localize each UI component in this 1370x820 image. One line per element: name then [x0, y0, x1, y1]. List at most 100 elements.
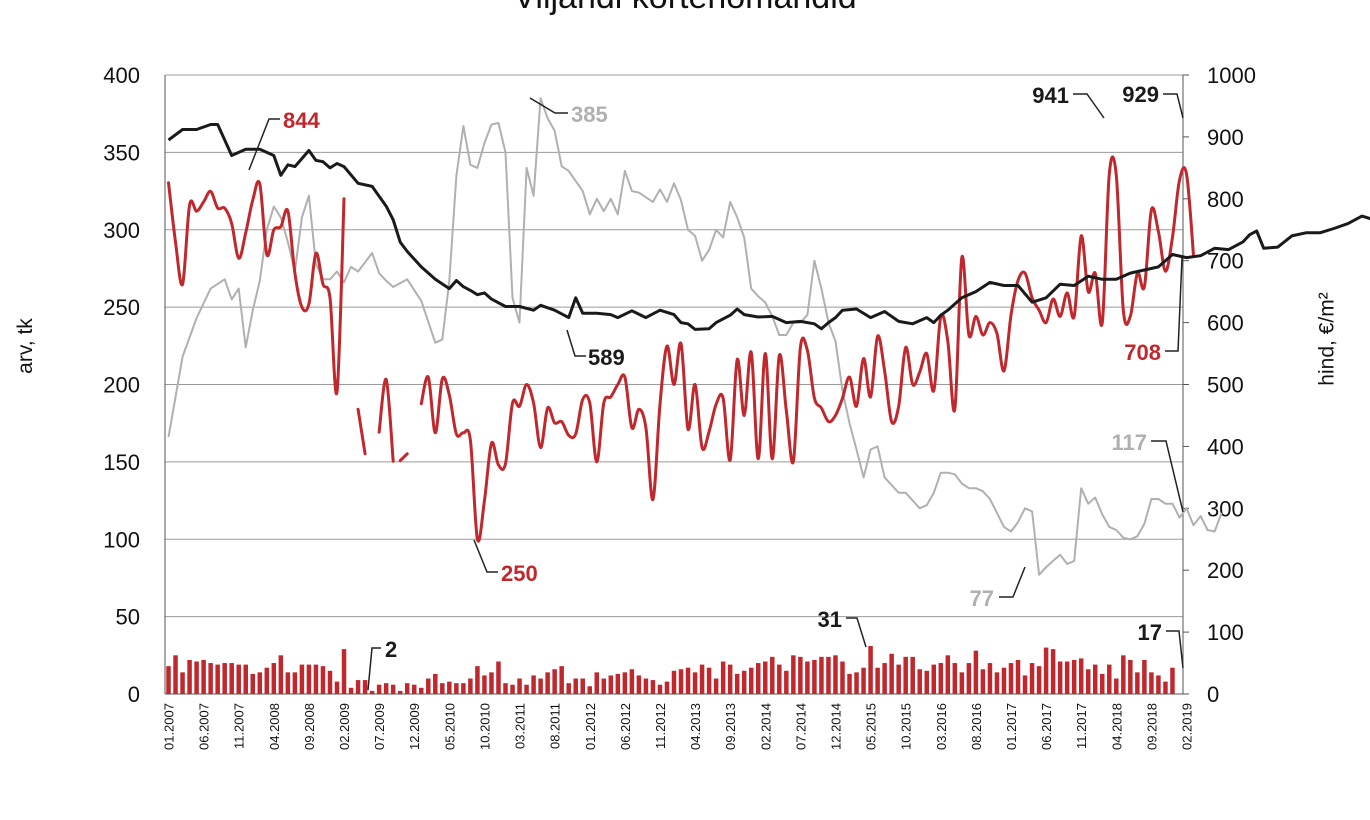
bar-transactions [720, 661, 726, 694]
bar-transactions [833, 655, 838, 694]
callout-label: 941 [1032, 83, 1069, 108]
right-tick-label: 300 [1207, 496, 1244, 521]
bar-transactions [657, 684, 663, 694]
bar-transactions [910, 656, 915, 694]
right-tick-label: 0 [1207, 682, 1219, 707]
bar-transactions [433, 673, 438, 694]
right-tick-label: 100 [1207, 620, 1244, 645]
bar-transactions [404, 683, 410, 694]
bar-transactions [601, 678, 607, 694]
bar-transactions [552, 669, 557, 694]
bar-transactions [699, 664, 705, 694]
bar-transactions [243, 664, 248, 694]
line-average-price [167, 123, 1370, 331]
x-tick-label: 08.2016 [969, 703, 984, 750]
callout-label: 250 [501, 561, 538, 586]
callout-label: 2 [385, 637, 397, 662]
bar-transactions [397, 690, 403, 694]
x-tick-label: 07.2014 [793, 703, 808, 750]
x-tick-label: 11.2012 [653, 703, 668, 749]
left-tick-label: 300 [103, 218, 140, 243]
callout-leader [566, 329, 586, 357]
bar-transactions [348, 687, 354, 694]
chart-title: Viljandi korteriomandid [0, 0, 1370, 17]
bar-transactions [973, 650, 979, 694]
line-transaction-price [398, 452, 409, 463]
bar-transactions [734, 673, 740, 694]
callout-label: 31 [818, 607, 842, 632]
bar-transactions [447, 681, 452, 694]
bar-transactions [868, 646, 873, 694]
callout-label: 844 [283, 108, 320, 133]
left-tick-label: 100 [103, 527, 140, 552]
bar-transactions [187, 659, 192, 694]
bar-transactions [250, 673, 256, 694]
bar-transactions [608, 675, 614, 694]
bar-transactions [411, 684, 417, 694]
bar-transactions [847, 673, 852, 694]
callout-label: 589 [588, 345, 625, 370]
x-tick-label: 09.2013 [723, 703, 738, 750]
bar-transactions [566, 683, 571, 694]
left-tick-label: 150 [103, 450, 140, 475]
bar-transactions [173, 655, 178, 694]
right-tick-label: 400 [1207, 434, 1244, 459]
bar-transactions [777, 664, 782, 694]
bar-transactions [770, 656, 775, 694]
right-tick-label: 800 [1207, 187, 1244, 212]
bar-transactions [1100, 673, 1105, 694]
bar-transactions [1071, 659, 1077, 694]
x-tick-label: 01.2012 [583, 703, 598, 750]
bar-transactions [461, 683, 466, 694]
callout-label: 117 [1112, 430, 1148, 455]
callout-leader [1165, 257, 1183, 352]
x-tick-label: 04.2008 [267, 703, 282, 750]
bar-transactions [594, 672, 600, 694]
callout-leader [248, 118, 280, 171]
bar-transactions [236, 664, 241, 694]
bar-transactions [727, 664, 733, 694]
x-tick-label: 11.2007 [232, 703, 247, 749]
bar-transactions [1135, 672, 1140, 694]
x-tick-label: 08.2011 [548, 703, 563, 749]
bar-transactions [1078, 658, 1084, 694]
bar-transactions [1170, 667, 1175, 694]
bar-transactions [482, 675, 487, 694]
bar-transactions [931, 664, 937, 694]
bar-transactions [791, 655, 796, 694]
bar-transactions [201, 659, 206, 694]
bar-transactions [524, 684, 529, 694]
x-tick-label: 10.2015 [899, 703, 914, 750]
right-tick-label: 200 [1207, 558, 1244, 583]
bar-transactions [622, 672, 628, 694]
callout-leader [473, 539, 498, 573]
line-transaction-price [167, 179, 346, 396]
line-active-offers [167, 97, 1223, 576]
bar-transactions [419, 687, 424, 694]
x-tick-label: 04.2018 [1109, 703, 1124, 750]
bar-transactions [559, 666, 564, 694]
bar-transactions [369, 690, 375, 694]
bar-transactions [1107, 664, 1112, 694]
x-tick-label: 03.2011 [513, 703, 528, 749]
bar-transactions [1001, 667, 1007, 694]
callout-leader [529, 97, 568, 114]
bar-transactions [1036, 666, 1042, 694]
left-tick-label: 50 [116, 605, 140, 630]
bar-transactions [510, 684, 515, 694]
line-transaction-price [419, 155, 1195, 543]
x-tick-label: 02.2014 [758, 703, 773, 750]
bar-transactions [1114, 678, 1119, 694]
bar-transactions [376, 684, 382, 694]
bar-transactions [819, 656, 824, 694]
bar-transactions [341, 649, 347, 694]
bar-transactions [573, 678, 578, 694]
bar-transactions [741, 670, 747, 694]
bar-transactions [1022, 675, 1028, 694]
left-tick-label: 0 [128, 682, 140, 707]
bar-transactions [313, 664, 319, 694]
bar-transactions [440, 683, 445, 694]
bar-transactions [917, 669, 922, 694]
bar-transactions [924, 670, 929, 694]
